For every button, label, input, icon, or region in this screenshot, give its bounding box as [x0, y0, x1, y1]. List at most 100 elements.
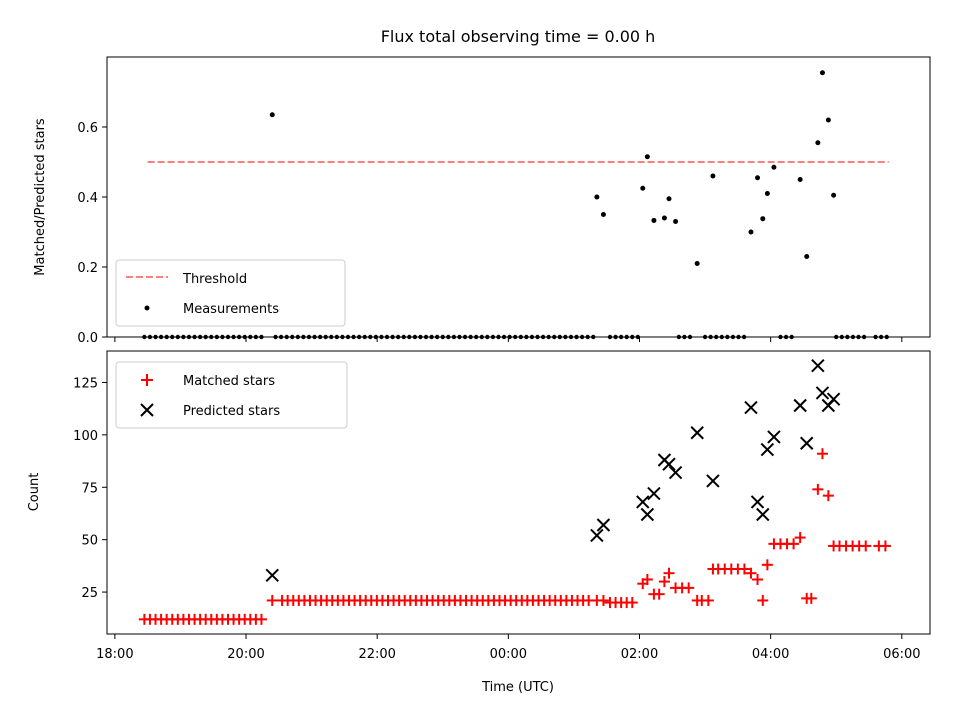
predicted-point	[647, 486, 661, 501]
predicted-point	[815, 386, 830, 400]
measurement-point	[797, 177, 803, 182]
x-b	[800, 436, 814, 450]
bottom-xtick-label: 02:00	[621, 647, 658, 662]
bottom-panel: 25 50 75 100 125 Count 18:00 20:00 22:00 00:00 0…	[27, 350, 931, 695]
measurement-point	[831, 192, 837, 198]
bottom-xtick-label: 22:00	[358, 647, 395, 662]
predicted-point	[690, 426, 704, 440]
matched-point	[255, 613, 267, 625]
matched-point	[745, 567, 757, 579]
matched-point	[822, 490, 834, 502]
measurement-point	[694, 261, 700, 266]
x-b	[706, 474, 720, 488]
legend-threshold-label: Threshold	[182, 272, 247, 287]
bottom-yticks: 25 50 75 100 125	[73, 376, 107, 601]
measurement-point	[815, 140, 821, 146]
predicted-point	[767, 430, 781, 444]
legend-matched-swatch	[141, 374, 153, 386]
top-ytick-label: 0.0	[77, 331, 98, 346]
x-b	[636, 495, 650, 509]
x-b	[760, 442, 775, 457]
measurement-point	[600, 212, 606, 217]
measurement-point	[825, 117, 831, 123]
predicted-point	[265, 568, 279, 583]
bottom-xticks: 18:00 20:00 22:00 00:00 02:00 04:00 06:00	[96, 634, 921, 662]
matched-point	[805, 592, 817, 604]
matched-point	[702, 594, 714, 606]
legend-matched-label: Matched stars	[183, 374, 275, 389]
top-y-axis-label: Matched/Predicted stars	[33, 118, 48, 276]
measurement-point	[269, 112, 275, 118]
measurement-point	[804, 254, 810, 259]
measurement-point	[594, 194, 600, 200]
predicted-point	[800, 436, 814, 450]
matched-points	[138, 448, 891, 625]
top-panel: 0.0 0.2 0.4 0.6 Matched/Predicted stars Thr…	[33, 56, 931, 346]
top-ytick-label: 0.4	[77, 191, 98, 206]
measurement-point	[819, 70, 825, 76]
measurement-point	[640, 185, 646, 191]
top-xticks	[114, 337, 903, 342]
predicted-point	[756, 507, 770, 522]
bottom-ytick-label: 25	[81, 586, 98, 601]
bottom-xtick-label: 18:00	[96, 647, 133, 662]
x-b	[793, 398, 807, 413]
bottom-xtick-label: 06:00	[883, 647, 920, 662]
bottom-ytick-label: 75	[81, 481, 98, 496]
top-yticks: 0.0 0.2 0.4 0.6	[77, 121, 107, 346]
x-b	[647, 486, 661, 501]
matched-point	[860, 540, 872, 552]
bottom-ytick-label: 125	[73, 376, 98, 391]
predicted-point	[590, 528, 604, 543]
x-b	[640, 507, 655, 522]
top-ytick-label: 0.2	[77, 261, 98, 276]
measurement-point	[764, 191, 770, 196]
x-b	[662, 457, 676, 471]
bottom-xtick-label: 00:00	[490, 647, 527, 662]
measurement-point	[771, 164, 777, 170]
x-b	[826, 392, 841, 406]
top-plot-frame	[106, 56, 931, 338]
matched-point	[653, 588, 665, 600]
x-b	[756, 507, 770, 522]
matched-point	[658, 576, 670, 588]
bottom-ytick-label: 100	[73, 429, 98, 444]
predicted-point	[750, 495, 765, 509]
measurement-point	[651, 217, 657, 223]
x-b	[690, 426, 704, 440]
predicted-point	[668, 465, 683, 480]
matched-point	[683, 582, 695, 594]
x-b	[265, 568, 279, 583]
matched-point	[738, 563, 750, 575]
measurement-point	[673, 219, 679, 224]
matched-point	[626, 597, 638, 609]
x-b	[750, 495, 765, 509]
measurement-point	[755, 175, 761, 181]
predicted-points	[265, 358, 841, 583]
bottom-xtick-label: 04:00	[752, 647, 789, 662]
predicted-point	[760, 442, 775, 457]
measurement-point	[748, 229, 754, 235]
measurement-point	[644, 154, 650, 160]
matched-point	[788, 538, 800, 550]
matched-point	[816, 448, 828, 460]
matched-point	[597, 594, 609, 606]
legend-measurement-label: Measurements	[183, 302, 279, 317]
x-b	[590, 528, 604, 543]
predicted-point	[744, 400, 758, 415]
top-legend: Threshold Measurements	[115, 259, 346, 327]
matched-point	[761, 559, 773, 571]
measurement-point	[666, 196, 672, 202]
predicted-point	[640, 507, 655, 522]
predicted-point	[636, 495, 650, 509]
chart-title: Flux total observing time = 0.00 h	[381, 27, 656, 46]
matched-point	[663, 567, 675, 579]
x-b	[668, 465, 683, 480]
bottom-legend: Matched stars Predicted stars	[115, 361, 348, 429]
x-b	[811, 358, 825, 373]
measurement-point	[661, 215, 667, 221]
matched-point	[752, 573, 764, 585]
x-b	[815, 386, 830, 400]
predicted-point	[596, 518, 611, 532]
